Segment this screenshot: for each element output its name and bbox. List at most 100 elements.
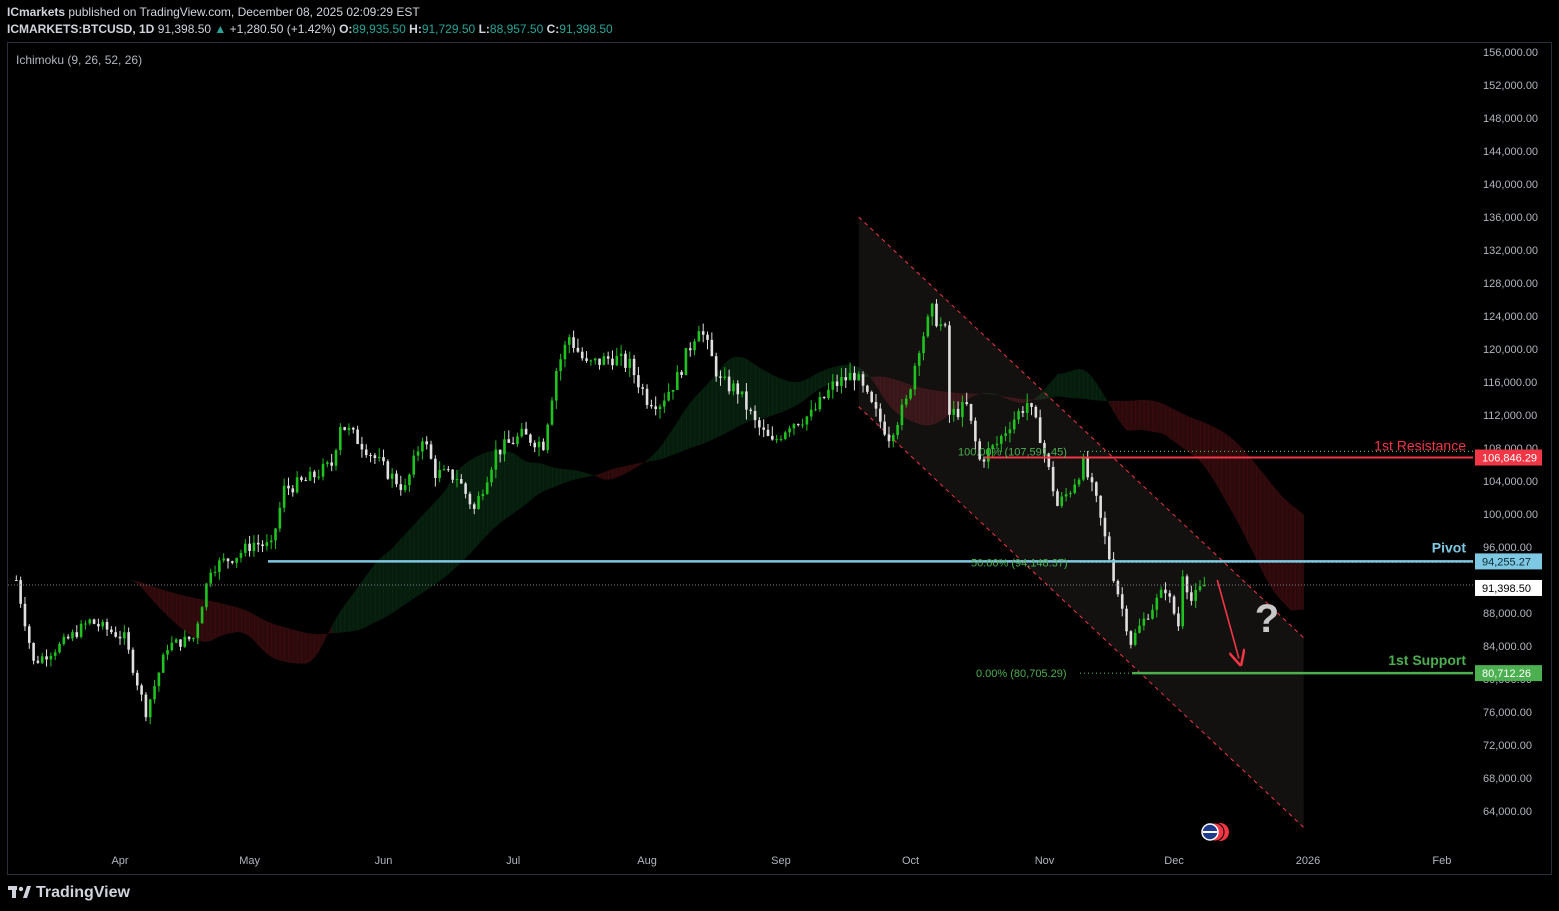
candle [853,366,856,391]
candle [1146,613,1150,620]
symbol-name[interactable]: ICMARKETS:BTCUSD, 1D [7,22,155,36]
candle [922,331,925,361]
candle [226,557,230,569]
candle [261,540,264,553]
time-tick: Feb [1432,855,1451,867]
candle [79,620,83,639]
cloud-segment [560,468,566,485]
candle [494,440,498,479]
cloud-segment [128,580,134,582]
candle [792,423,796,436]
cloud-segment [880,376,886,400]
cloud-segment [1044,384,1050,399]
cloud-segment [1018,398,1024,404]
publisher-name[interactable]: ICmarkets [7,5,66,19]
cloud-segment [1130,400,1136,431]
cloud-segment [266,621,272,658]
candle [498,449,502,463]
time-axis[interactable]: Apr May Jun Jul Aug Sep Oct Nov Dec 2026 Feb [111,855,1451,867]
candle [157,671,161,692]
cloud-segment [1057,373,1063,397]
pivot-label: Pivot [1432,539,1467,555]
candle [628,351,632,378]
candle [97,618,100,632]
cloud-segment [301,631,307,664]
candle [529,433,532,446]
cloud-segment [759,367,765,419]
candle [1021,406,1025,418]
cloud-segment [189,596,194,638]
channel-upper-line[interactable] [858,216,1305,639]
candle [563,340,567,368]
cloud-segment [629,464,635,472]
cloud-segment [793,381,799,407]
chart-frame[interactable] [7,42,1552,875]
cloud-segment [1009,397,1015,402]
candle [559,353,562,381]
candle [978,438,981,461]
cloud-segment [1035,393,1041,400]
cloud-segment [1208,424,1214,480]
support-price-tag [1475,665,1542,682]
cloud-segment [763,370,769,419]
cloud-segment [405,529,410,605]
channel-lower-line[interactable] [858,406,1305,828]
cloud-segment [1148,400,1153,432]
cloud-segment [828,367,834,385]
cloud-segment [357,581,363,631]
descending-channel[interactable] [858,216,1305,828]
cloud-segment [936,390,942,424]
cloud-segment [171,592,177,625]
candle [218,557,221,580]
cloud-segment [1243,449,1248,542]
cloud-segment [1070,369,1076,399]
candle [196,621,200,645]
candle [356,425,359,445]
cloud-segment [383,551,389,619]
candle [939,317,943,331]
candle [516,432,519,447]
candle [317,469,321,480]
candle [723,367,727,381]
cloud-segment [789,381,795,409]
cloud-segment [396,538,402,611]
candle [1164,582,1167,601]
candle [753,405,757,429]
cloud-segment [979,393,985,394]
cloud-segment [914,386,920,425]
candle [1008,421,1012,443]
cloud-segment [526,461,531,504]
symbol-info: ICMARKETS:BTCUSD, 1D 91,398.50 ▲ +1,280.… [7,22,613,36]
candle [231,560,234,565]
cloud-segment [733,356,739,430]
tradingview-logo[interactable]: TradingView [8,884,130,902]
candle [377,448,381,462]
cloud-segment [366,569,371,627]
price-tags: 106,846.29 94,255.27 91,398.50 80,712.26 [1475,449,1542,682]
projection-arrow[interactable] [1216,579,1239,658]
candle [265,534,269,551]
economic-events-icon[interactable] [1201,822,1229,842]
candle [874,393,878,417]
indicator-label[interactable]: Ichimoku (9, 26, 52, 26) [16,53,142,67]
cloud-segment [1117,400,1123,426]
cloud-segment [893,378,898,414]
candle [904,394,908,408]
candle [205,582,208,611]
cloud-segment [1195,419,1201,462]
candle [507,430,511,444]
cloud-segment [310,633,315,662]
cloud-segment [262,619,268,654]
candle [861,371,865,393]
candle [926,314,930,338]
price-tick: 112,000.00 [1483,410,1537,422]
candle [386,459,390,481]
candle [170,636,174,652]
price-tick: 76,000.00 [1483,707,1532,719]
publish-info: ICmarkets published on TradingView.com, … [7,5,420,19]
price-axis[interactable]: 156,000.00 152,000.00 148,000.00 144,000.00… [1483,47,1538,818]
price-tick: 144,000.00 [1483,146,1538,158]
candle [883,414,886,437]
candle [92,618,96,625]
